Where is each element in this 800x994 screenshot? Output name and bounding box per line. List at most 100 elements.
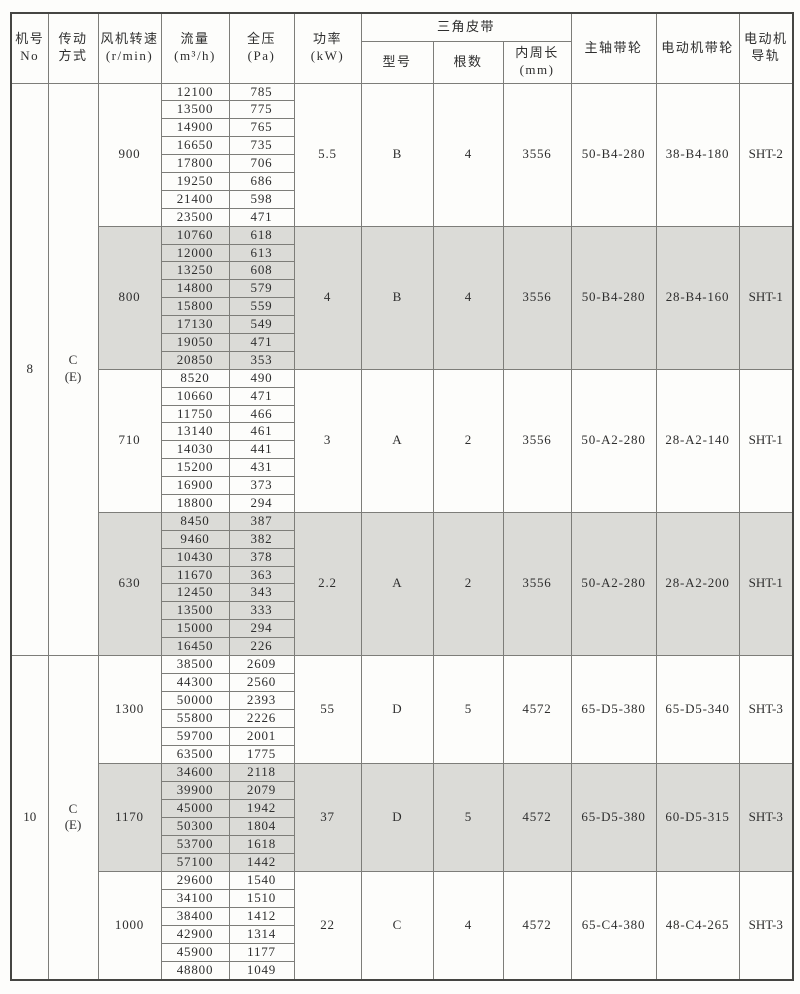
flow-cell: 59700 — [160, 727, 230, 746]
header-machine-no-label: 机号 No — [15, 31, 45, 64]
flow-cell: 10760 — [160, 225, 230, 245]
shaft-pulley-cell: 50-A2-280 — [570, 368, 657, 513]
header-fan-speed: 风机转速 (r/min) — [97, 12, 162, 84]
header-belt-model-label: 型号 — [382, 53, 412, 69]
motor-rail-cell: SHT-3 — [738, 655, 794, 764]
pressure-cell: 785 — [228, 82, 295, 102]
flow-cell: 57100 — [160, 853, 230, 872]
belt-count-cell: 2 — [432, 368, 504, 513]
pressure-cell: 1942 — [228, 799, 295, 818]
pressure-cell: 686 — [228, 171, 295, 191]
flow-cell: 16650 — [160, 136, 230, 156]
belt-model-cell: D — [360, 655, 434, 764]
power-cell: 5.5 — [293, 82, 362, 227]
header-flow-label: 流量 (m³/h) — [174, 31, 216, 64]
flow-cell: 16900 — [160, 476, 230, 495]
table-row: 23500 471 — [11, 207, 793, 227]
flow-cell: 55800 — [160, 709, 230, 728]
table-row: 9460 382 — [11, 529, 793, 549]
pressure-cell: 559 — [228, 297, 295, 317]
power-cell: 2.2 — [293, 511, 362, 657]
power-cell: 37 — [293, 763, 362, 872]
header-flow: 流量 (m³/h) — [160, 12, 230, 84]
machine-no-cell: 8 — [10, 82, 49, 656]
table-row: 10660 471 — [11, 386, 793, 406]
header-power: 功率 (kW) — [293, 12, 362, 84]
flow-cell: 12000 — [160, 243, 230, 263]
fan-speed-cell: 1000 — [97, 870, 162, 981]
table-row: 800 10760 618 4 B 4 3556 50-B4-280 28-B4-160 SHT-… — [11, 225, 794, 370]
belt-model-cell: D — [360, 763, 434, 872]
belt-length-cell: 4572 — [502, 763, 572, 872]
table-row: 39900 2079 — [11, 781, 793, 800]
flow-cell: 15200 — [160, 458, 230, 478]
flow-cell: 8520 — [160, 368, 230, 388]
shaft-pulley-cell: 50-A2-280 — [570, 511, 657, 657]
flow-cell: 20850 — [160, 350, 230, 370]
header-shaft-pulley-label: 主轴带轮 — [584, 39, 643, 55]
header-motor-rail: 电动机 导轨 — [738, 12, 794, 84]
flow-cell: 34100 — [160, 889, 230, 908]
power-cell: 4 — [293, 225, 362, 370]
belt-model-cell: B — [360, 225, 434, 370]
shaft-pulley-cell: 65-D5-380 — [570, 655, 657, 764]
header-drive-mode: 传动 方式 — [47, 12, 99, 84]
motor-rail-cell: SHT-2 — [738, 82, 794, 227]
pressure-cell: 471 — [228, 386, 295, 406]
power-cell: 22 — [293, 870, 362, 981]
pressure-cell: 1442 — [228, 853, 295, 872]
belt-model-cell: B — [360, 82, 434, 227]
header-motor-pulley: 电动机带轮 — [655, 12, 740, 84]
pressure-cell: 735 — [228, 136, 295, 156]
flow-cell: 13500 — [160, 100, 230, 120]
table-row: 17130 549 — [11, 315, 793, 334]
motor-rail-cell: SHT-1 — [738, 225, 794, 370]
pressure-cell: 471 — [228, 332, 295, 352]
fan-speed-cell: 800 — [97, 225, 162, 370]
power-cell: 55 — [293, 655, 362, 764]
pressure-cell: 2393 — [228, 691, 295, 710]
flow-cell: 29600 — [160, 871, 230, 890]
flow-cell: 16450 — [160, 637, 230, 656]
table-row: 20850 353 — [11, 350, 793, 370]
header-power-label: 功率 (kW) — [310, 31, 345, 64]
belt-count-cell: 4 — [432, 225, 504, 370]
flow-cell: 17800 — [160, 154, 230, 173]
pressure-cell: 373 — [228, 476, 295, 495]
table-row: 15800 559 — [11, 297, 793, 317]
shaft-pulley-cell: 50-B4-280 — [570, 82, 657, 227]
header-shaft-pulley: 主轴带轮 — [570, 12, 657, 84]
header-pressure: 全压 (Pa) — [228, 12, 295, 84]
flow-cell: 14800 — [160, 279, 230, 299]
pressure-cell: 613 — [228, 243, 295, 263]
flow-cell: 9460 — [160, 529, 230, 549]
table-row: 16650 735 — [11, 136, 793, 156]
power-cell: 3 — [293, 368, 362, 513]
belt-length-cell: 4572 — [502, 655, 572, 764]
table-row: 19050 471 — [11, 332, 793, 352]
flow-cell: 12100 — [160, 82, 230, 102]
pressure-cell: 333 — [228, 601, 295, 621]
belt-count-cell: 4 — [432, 870, 504, 981]
header-motor-pulley-label: 电动机带轮 — [661, 39, 734, 55]
pressure-cell: 294 — [228, 619, 295, 639]
table-row: 1170 34600 2118 37 D 5 4572 65-D5-380 60-D5-315 S… — [11, 763, 794, 872]
pressure-cell: 461 — [228, 422, 295, 442]
motor-pulley-cell: 65-D5-340 — [655, 655, 740, 764]
table-row: 13140 461 — [11, 422, 793, 442]
flow-cell: 50300 — [160, 817, 230, 836]
pressure-cell: 431 — [228, 458, 295, 478]
pressure-cell: 387 — [228, 511, 295, 531]
table-row: 15000 294 — [11, 619, 793, 639]
fan-speed-cell: 1300 — [97, 655, 162, 764]
header-drive-mode-label: 传动 方式 — [58, 31, 88, 64]
belt-count-cell: 5 — [432, 655, 504, 764]
pressure-cell: 490 — [228, 368, 295, 388]
flow-cell: 42900 — [160, 925, 230, 944]
pressure-cell: 294 — [228, 493, 295, 513]
pressure-cell: 1412 — [228, 907, 295, 926]
pressure-cell: 441 — [228, 440, 295, 460]
fan-speed-cell: 1170 — [97, 763, 162, 872]
motor-pulley-cell: 28-A2-140 — [655, 368, 740, 513]
